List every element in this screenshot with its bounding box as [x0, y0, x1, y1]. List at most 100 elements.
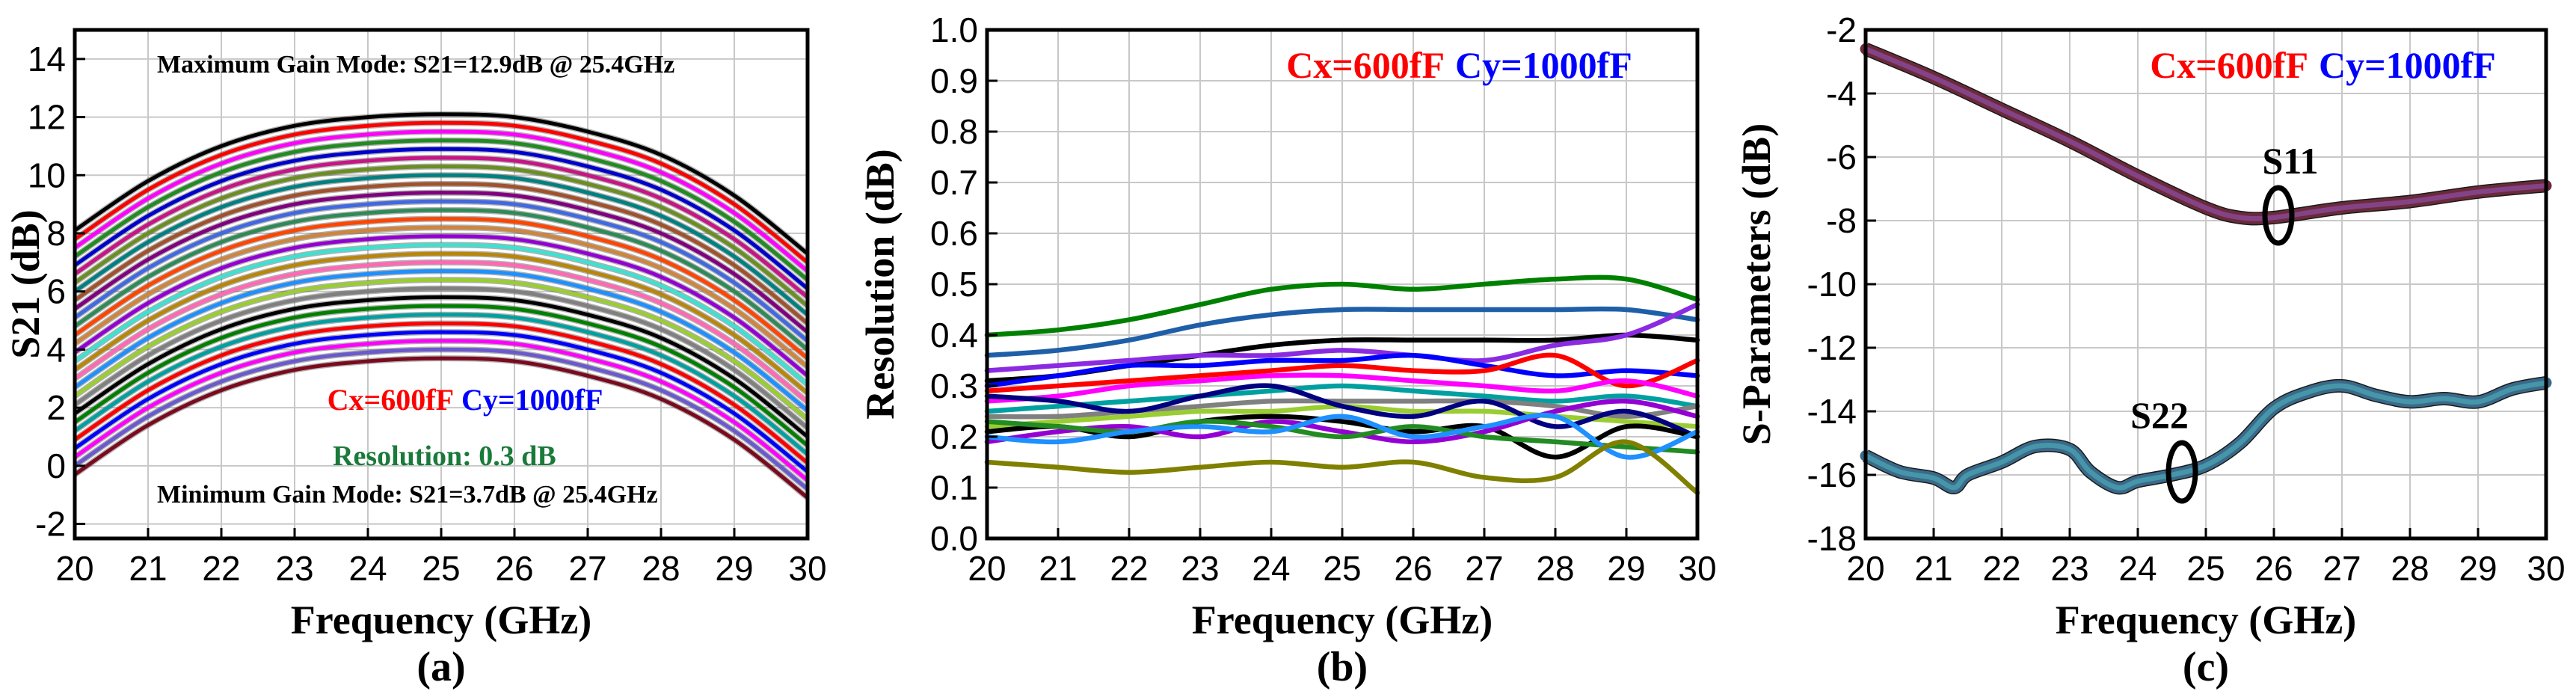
- panel-a-series-16: [73, 225, 810, 369]
- panel-c-xtick-label-8: 28: [2391, 549, 2429, 588]
- panel-b-xtick-label-2: 22: [1110, 549, 1148, 588]
- panel-c-s22-label: S22: [2130, 394, 2189, 436]
- panel-b-ytick-label-7: 0.7: [930, 163, 978, 202]
- panel-b-xtick-label-4: 24: [1252, 549, 1290, 588]
- panel-c-xtick-label-0: 20: [1846, 549, 1884, 588]
- panel-c-y-axis-label: S-Parameters (dB): [1734, 123, 1779, 445]
- panel-a-series-25: [73, 147, 810, 291]
- panel-b-series-8: [984, 383, 1700, 414]
- panel-a-ytick-label-6: 10: [28, 156, 66, 194]
- panel-c-s22-marker: [2165, 440, 2198, 504]
- panel-c: 20 21 22 23 24 25 26 27 28 29 30 -18 -16 -14 -12 -10 -8 -…: [1734, 10, 2566, 690]
- panel-a-ytick-label-4: 6: [46, 272, 66, 311]
- panel-a-series-7: [73, 304, 810, 448]
- panel-a-cy-label: Cy=1000fF: [461, 383, 603, 417]
- panel-b-x-axis-label: Frequency (GHz): [1192, 598, 1493, 642]
- panel-b-series-15: [984, 412, 1700, 460]
- panel-c-series-1-inner: [1864, 46, 2547, 221]
- panel-a-series-12: [73, 260, 810, 404]
- panel-c-cx-label: Cx=600fF: [2150, 44, 2308, 86]
- panel-c-ytick-label-6: -6: [1826, 138, 1857, 176]
- panel-b-xtick-label-10: 30: [1678, 549, 1716, 588]
- panel-a-series-24: [73, 156, 810, 299]
- panel-b-series-5: [984, 352, 1700, 389]
- panel-a-resolution-label: Resolution: 0.3 dB: [333, 440, 556, 472]
- panel-b-cy-label: Cy=1000fF: [1455, 44, 1632, 86]
- panel-b-xtick-label-6: 26: [1394, 549, 1432, 588]
- panel-c-xtick-label-7: 27: [2323, 549, 2361, 588]
- panel-c-xtick-label-5: 25: [2186, 549, 2225, 588]
- panel-a-series-29: [73, 112, 810, 256]
- panel-b-xtick-label-0: 20: [968, 549, 1006, 588]
- panel-b-cx-label: Cx=600fF: [1286, 44, 1445, 86]
- panel-a-ytick-label-1: 0: [46, 446, 66, 485]
- panel-b-ytick-label-6: 0.6: [930, 214, 978, 253]
- panel-a-series-18: [73, 208, 810, 351]
- panel-b-series-4: [984, 301, 1700, 373]
- panel-a-series-14: [73, 243, 810, 387]
- panel-a-caption: (a): [416, 644, 465, 690]
- panel-a-series-28: [73, 120, 810, 265]
- panel-c-x-axis-label: Frequency (GHz): [2056, 598, 2356, 642]
- panel-a-series-15: [73, 234, 810, 378]
- panel-a-ytick-label-7: 12: [28, 98, 66, 137]
- panel-a-series-8: [73, 295, 810, 439]
- panel-a-xtick-label-2: 22: [202, 549, 240, 588]
- panel-c-ytick-label-2: -14: [1807, 392, 1857, 431]
- panel-a-ytick-label-3: 4: [46, 330, 66, 369]
- panel-b-ytick-label-1: 0.1: [930, 468, 978, 507]
- panel-b-ytick-label-2: 0.2: [930, 417, 978, 456]
- panel-a-series-10: [73, 277, 810, 422]
- panel-a-series-27: [73, 129, 810, 273]
- panel-b-ytick-label-3: 0.3: [930, 366, 978, 405]
- panel-a-series-13: [73, 251, 810, 396]
- panel-c-series: [1860, 43, 2552, 495]
- panel-c-ytick-label-8: -2: [1826, 10, 1857, 49]
- panel-a-series-4: [73, 330, 810, 474]
- panel-b-xtick-label-1: 21: [1039, 549, 1077, 588]
- panel-b-ytick-label-10: 1.0: [930, 10, 978, 49]
- panel-b-ticks: 20 21 22 23 24 25 26 27 28 29 30 0.0 0.1 0.2 0.3 0.4 0.5…: [930, 10, 1717, 588]
- panel-b-series-13: [984, 399, 1700, 445]
- panel-b-ytick-label-0: 0.0: [930, 519, 978, 558]
- panel-a-xtick-label-4: 24: [348, 549, 387, 588]
- panel-a-series-17: [73, 217, 810, 360]
- panel-b-xtick-label-7: 27: [1465, 549, 1503, 588]
- panel-a-ytick-label-8: 14: [28, 40, 66, 79]
- panel-c-xtick-label-9: 29: [2459, 549, 2497, 588]
- panel-a-series-22: [73, 173, 810, 317]
- panel-a-series-19: [73, 199, 810, 343]
- panel-c-s11-label: S11: [2262, 140, 2318, 182]
- panel-a-series: [73, 111, 810, 500]
- panel-a-series-20: [73, 191, 810, 334]
- panel-a-xtick-label-10: 30: [788, 549, 826, 588]
- panel-c-ytick-label-0: -18: [1807, 519, 1857, 558]
- panel-b-xtick-label-8: 28: [1536, 549, 1574, 588]
- panel-a-ytick-label-5: 8: [46, 214, 66, 253]
- panel-c-xtick-label-3: 23: [2050, 549, 2088, 588]
- panel-a-series-26: [73, 138, 810, 282]
- panel-b-xtick-label-5: 25: [1323, 549, 1361, 588]
- panel-a-ytick-label-0: -2: [35, 505, 66, 544]
- panel-b-series-14: [984, 419, 1700, 455]
- panel-a-xtick-label-7: 27: [568, 549, 606, 588]
- panel-b-ytick-label-4: 0.4: [930, 316, 978, 354]
- panel-b-series-6: [984, 352, 1700, 394]
- panel-a-series-9: [73, 286, 810, 430]
- panel-a-series-6: [73, 313, 810, 456]
- panel-c-ytick-label-4: -10: [1807, 265, 1857, 304]
- panel-b-series-2: [984, 306, 1700, 358]
- panel-a-xtick-label-3: 23: [275, 549, 313, 588]
- panel-b-plot-frame: [985, 28, 1700, 541]
- panel-a-xtick-label-8: 28: [642, 549, 680, 588]
- panel-a-xtick-label-9: 29: [715, 549, 753, 588]
- panel-a-plot-frame: [73, 28, 810, 541]
- panel-a-min-gain-text: Minimum Gain Mode: S21=3.7dB @ 25.4GHz: [157, 481, 658, 509]
- panel-b-series-7: [984, 372, 1700, 404]
- panel-c-ytick-label-7: -4: [1826, 74, 1857, 113]
- panel-c-ytick-label-3: -12: [1807, 328, 1857, 367]
- panel-a-xtick-label-1: 21: [129, 549, 167, 588]
- panel-a-series-5: [73, 322, 810, 465]
